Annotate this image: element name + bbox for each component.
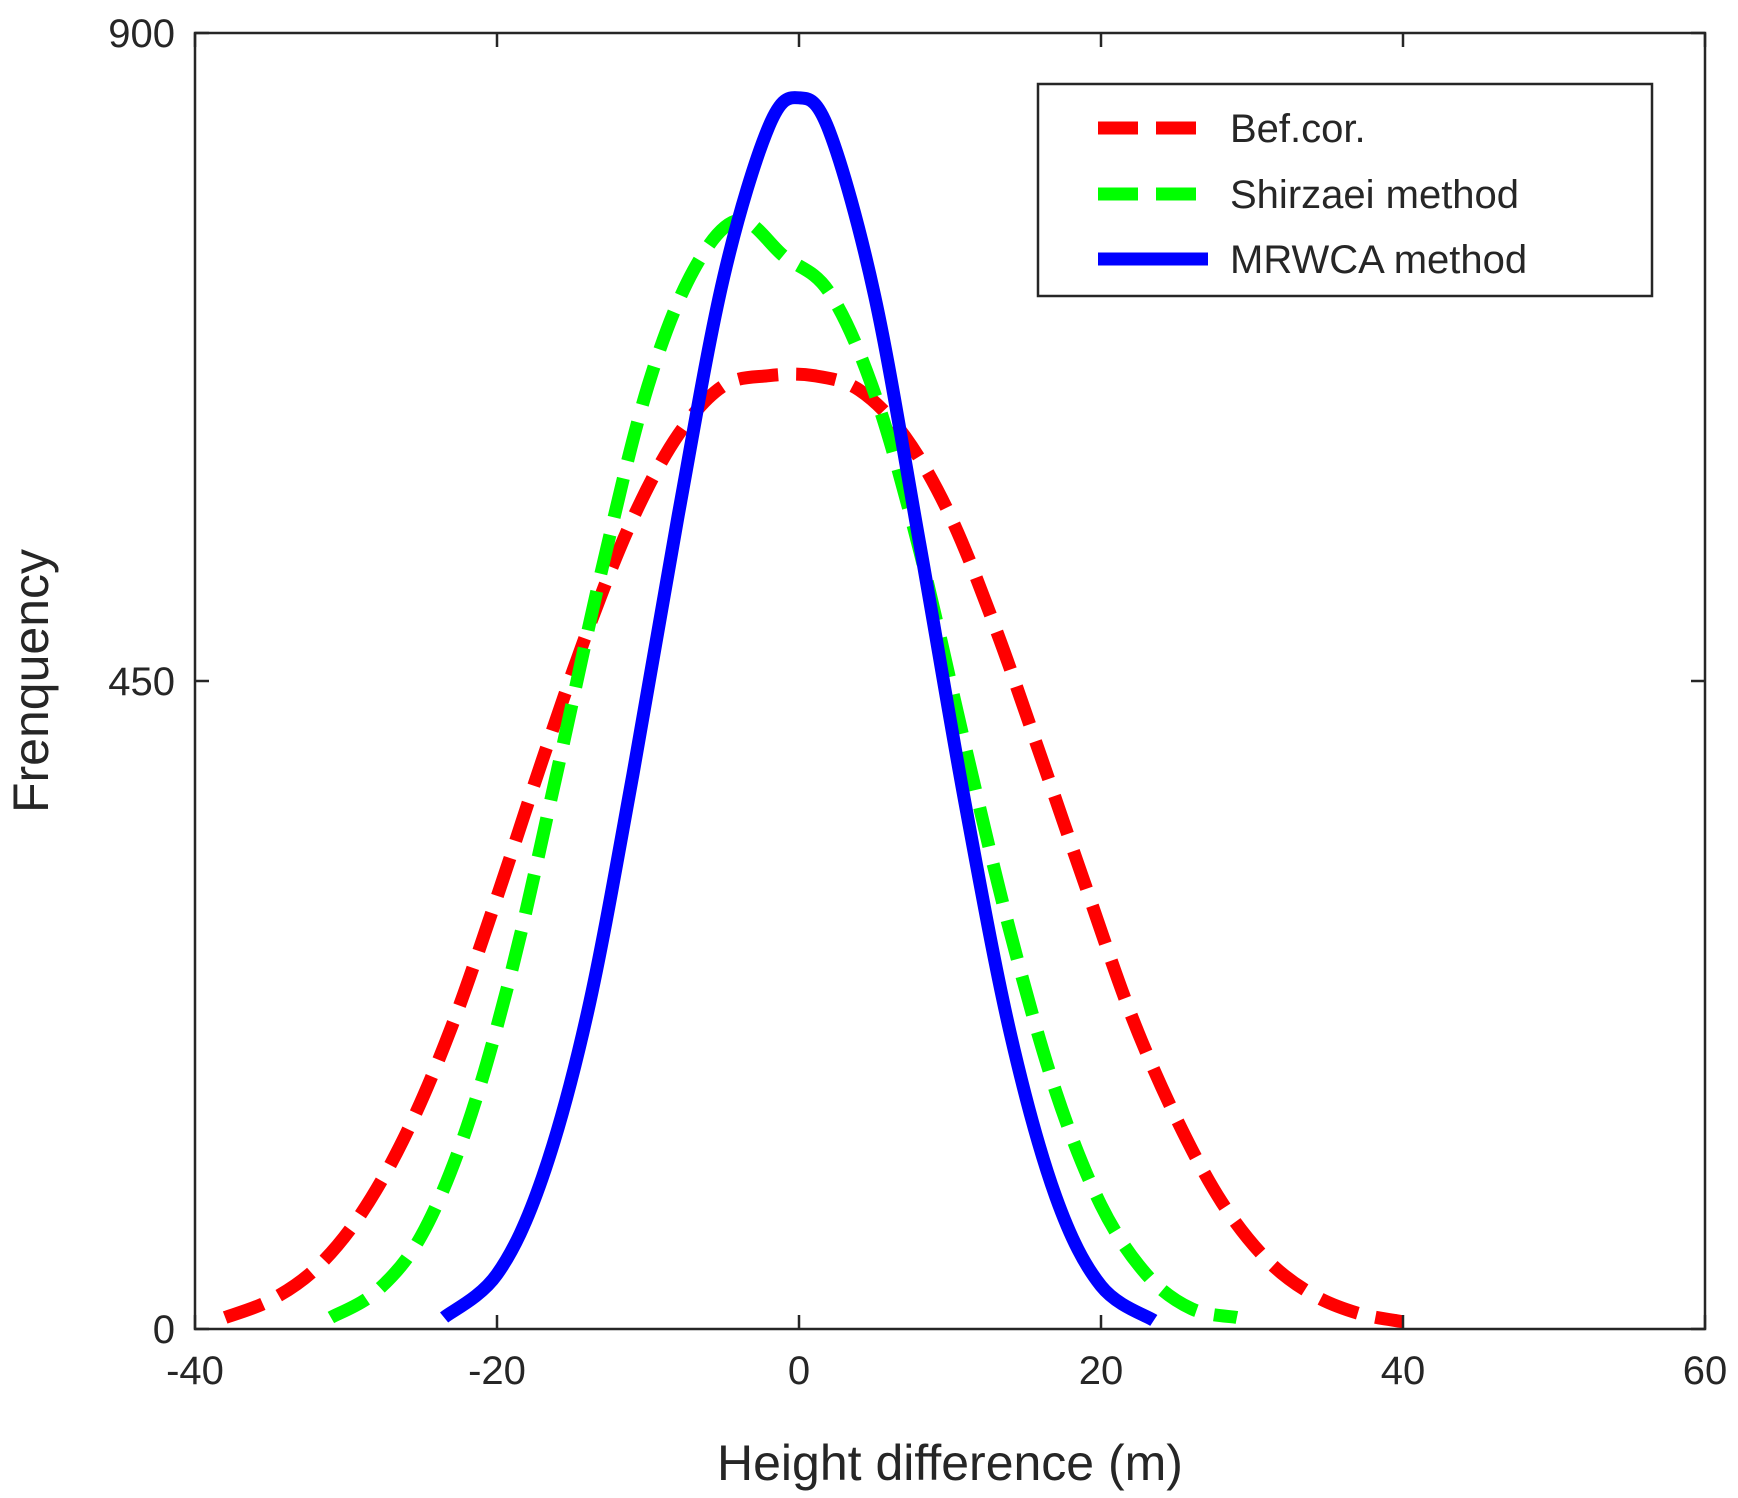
legend-label-shirzaei: Shirzaei method [1230,173,1519,217]
legend-label-bef-cor: Bef.cor. [1230,107,1366,151]
x-tick-label: 20 [1079,1349,1124,1393]
tick-layer: -40 -20 0 20 40 60 0 450 900 [108,12,1727,1393]
x-axis-title: Height difference (m) [717,1435,1183,1491]
series-line-bef-cor [222,367,1405,1329]
series-line-shirzaei-method [327,213,1239,1324]
x-tick-label: 40 [1381,1349,1426,1393]
x-tick-label: -40 [166,1349,224,1393]
y-tick-label: 0 [153,1308,175,1352]
x-tick-label: 60 [1683,1349,1728,1393]
x-tick-label: -20 [468,1349,526,1393]
legend-label-mrwca: MRWCA method [1230,238,1527,282]
series-line-mrwca-method [440,91,1158,1327]
y-tick-label: 450 [108,660,175,704]
x-tick-label: 0 [788,1349,810,1393]
y-tick-label: 900 [108,12,175,56]
series-layer [222,91,1405,1329]
legend: Bef.cor. Shirzaei method MRWCA method [1036,82,1654,298]
y-axis-title: Frenquency [3,549,59,813]
